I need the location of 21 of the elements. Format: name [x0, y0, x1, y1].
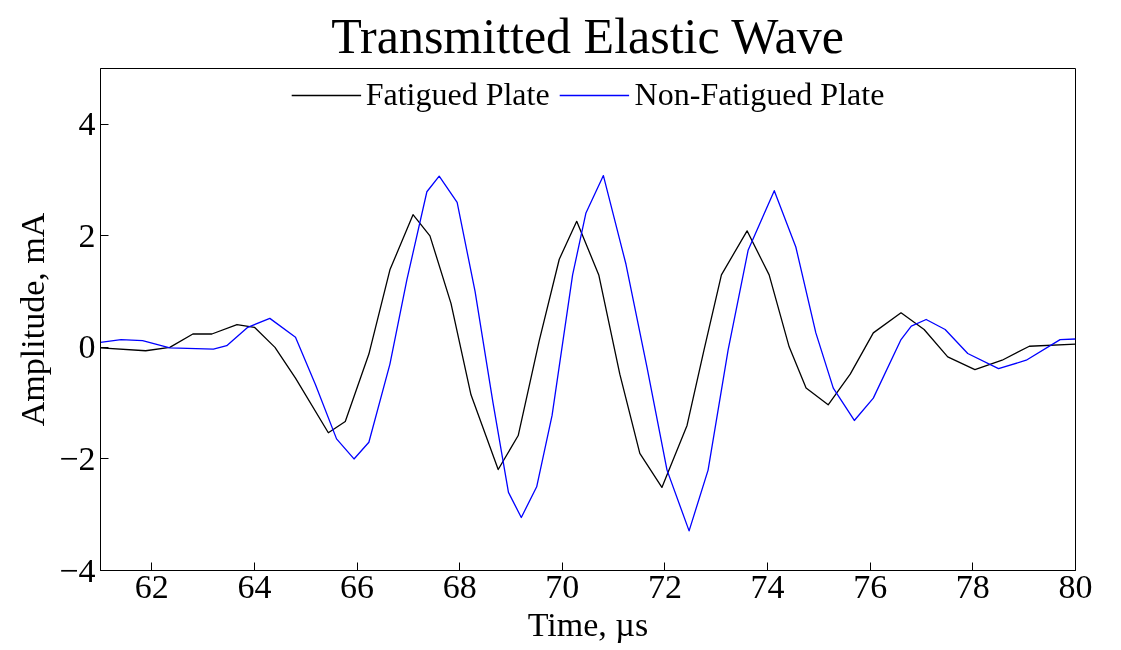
y-tick-label: 2: [78, 216, 96, 254]
x-tick-label: 64: [237, 567, 272, 605]
y-tick-label: 0: [78, 328, 96, 366]
y-axis-title: Amplitude, mA: [14, 212, 52, 427]
line-series: [100, 174, 1076, 532]
x-tick-label: 62: [134, 567, 169, 605]
x-tick-label: 66: [340, 567, 375, 605]
x-axis-title: Time, µs: [527, 605, 649, 643]
x-tick-label: 76: [853, 567, 888, 605]
x-tick-label: 68: [442, 567, 477, 605]
y-tick-label: −4: [59, 551, 96, 589]
chart-title: Transmitted Elastic Wave: [331, 7, 844, 64]
x-tick-label: 70: [545, 567, 580, 605]
legend-label: Non-Fatigued Plate: [634, 76, 885, 113]
x-tick-label: 80: [1058, 567, 1093, 605]
legend-label: Fatigued Plate: [365, 76, 550, 113]
x-tick-label: 74: [750, 567, 785, 605]
y-tick-label: 4: [78, 105, 96, 143]
x-tick-label: 72: [647, 567, 682, 605]
y-tick-label: −2: [59, 439, 96, 477]
x-tick-label: 78: [955, 567, 990, 605]
